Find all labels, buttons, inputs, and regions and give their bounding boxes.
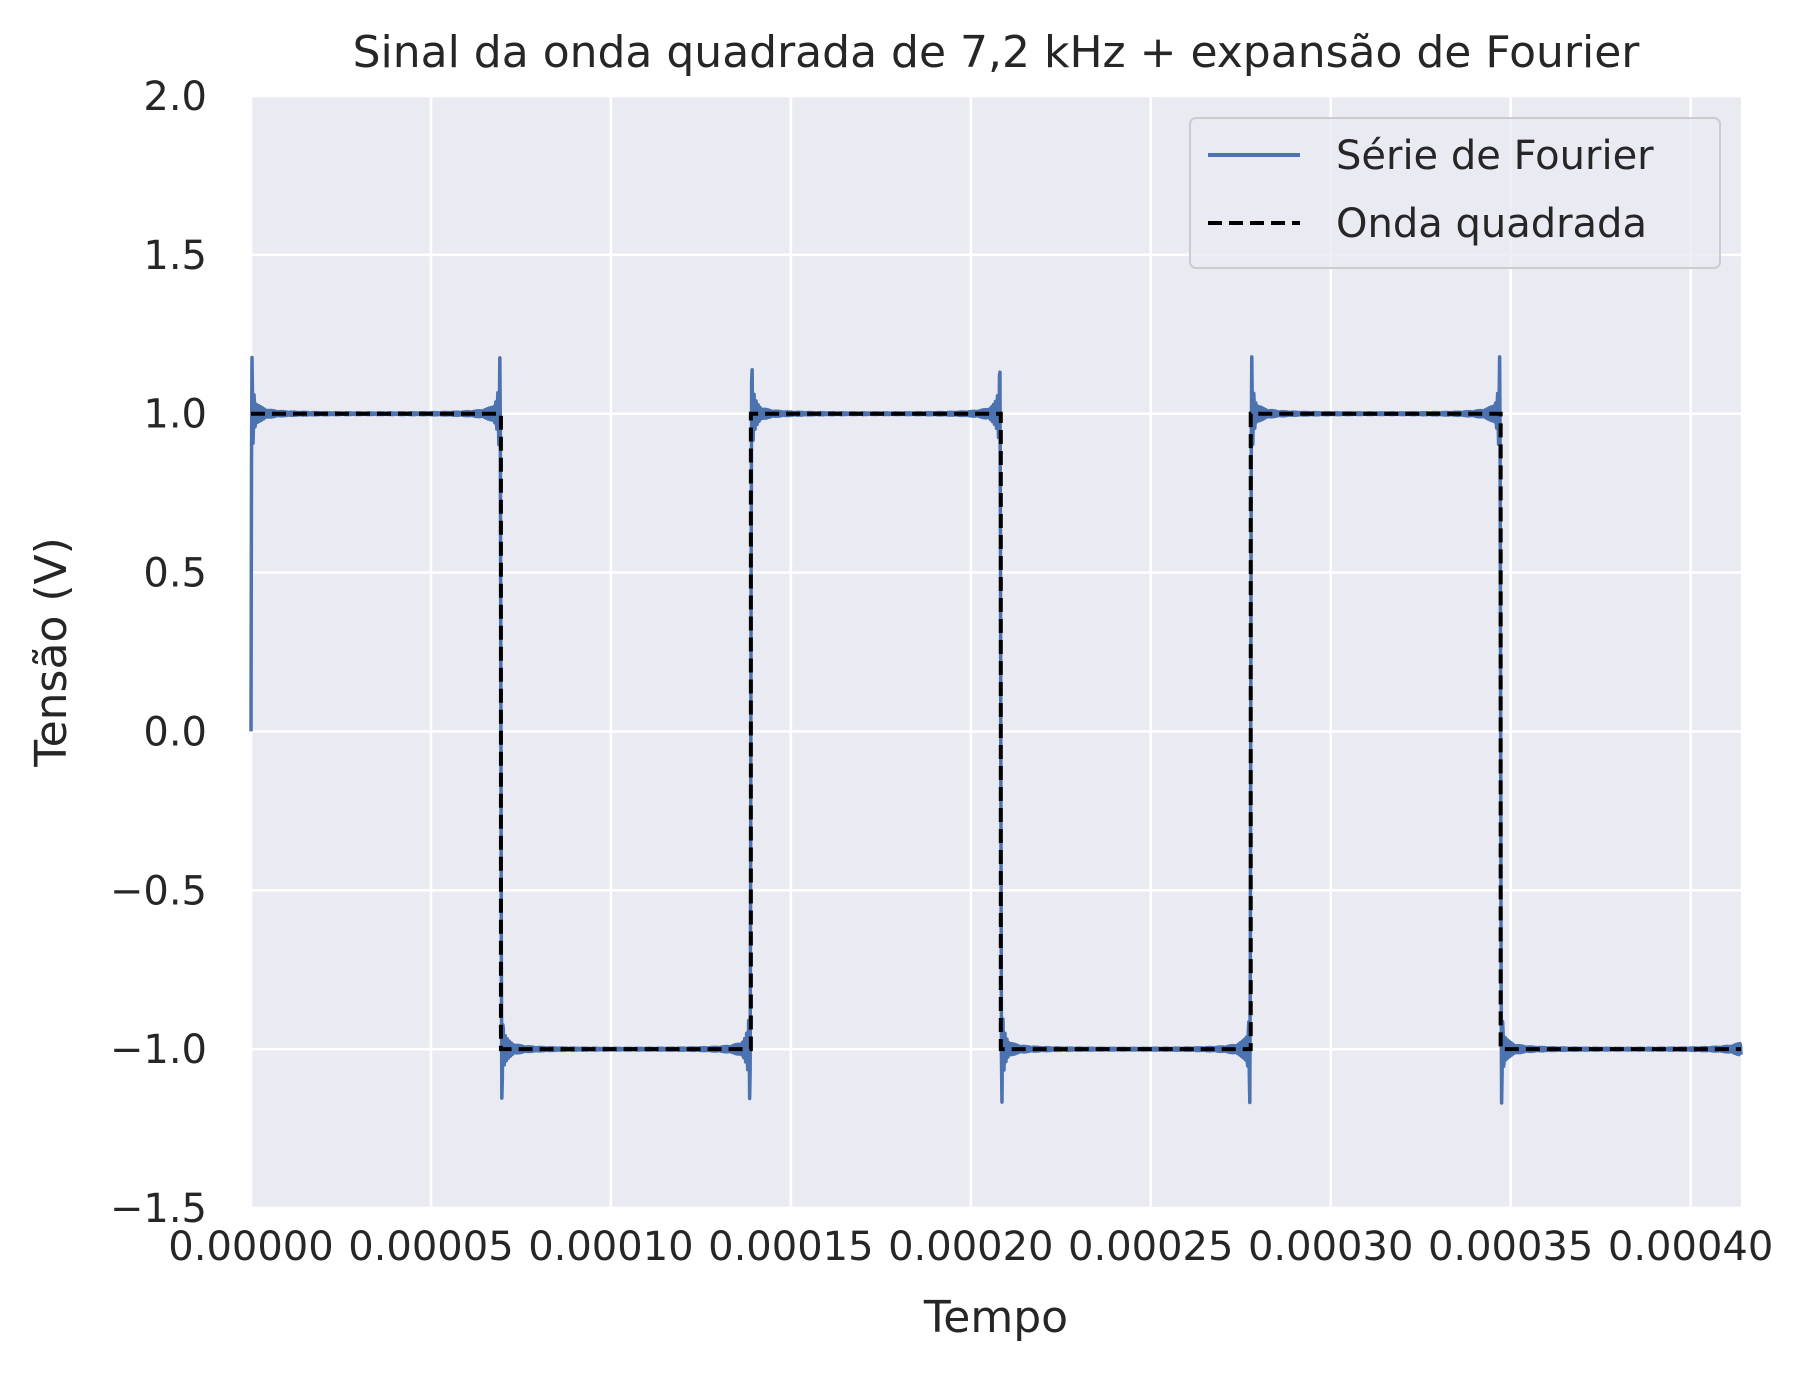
y-tick-labels: −1.5 −1.0 −0.5 0.0 0.5 1.0 1.5 2.0 bbox=[110, 74, 207, 1232]
x-tick-label: 0.00015 bbox=[708, 1224, 873, 1270]
chart-title: Sinal da onda quadrada de 7,2 kHz + expa… bbox=[353, 27, 1641, 78]
y-tick-label: −1.0 bbox=[110, 1027, 207, 1073]
x-tick-label: 0.00005 bbox=[348, 1224, 513, 1270]
x-tick-label: 0.00025 bbox=[1068, 1224, 1233, 1270]
series-fourier-line bbox=[249, 355, 1743, 1105]
y-tick-label: 2.0 bbox=[143, 74, 207, 120]
legend-box bbox=[1189, 117, 1721, 269]
x-tick-label: 0.00035 bbox=[1428, 1224, 1593, 1270]
legend-label-fourier: Série de Fourier bbox=[1336, 133, 1654, 179]
series-layer bbox=[249, 355, 1743, 1105]
x-tick-label: 0.00010 bbox=[528, 1224, 693, 1270]
x-tick-label: 0.00030 bbox=[1248, 1224, 1413, 1270]
y-tick-label: 1.0 bbox=[143, 392, 207, 438]
legend: Série de Fourier Onda quadrada bbox=[1189, 117, 1721, 269]
y-tick-label: −0.5 bbox=[110, 868, 207, 914]
y-tick-label: 0.5 bbox=[143, 551, 207, 597]
x-tick-label: 0.00000 bbox=[168, 1224, 333, 1270]
y-tick-label: 0.0 bbox=[143, 709, 207, 755]
y-tick-label: 1.5 bbox=[143, 233, 207, 279]
legend-label-square: Onda quadrada bbox=[1336, 201, 1647, 247]
x-axis-label: Tempo bbox=[923, 1292, 1068, 1343]
y-tick-label: −1.5 bbox=[110, 1186, 207, 1232]
x-tick-label: 0.00040 bbox=[1608, 1224, 1773, 1270]
x-tick-labels: 0.00000 0.00005 0.00010 0.00015 0.00020 0.000… bbox=[168, 1224, 1773, 1270]
series-square-line bbox=[251, 411, 1741, 1052]
x-tick-label: 0.00020 bbox=[888, 1224, 1053, 1270]
y-axis-label: Tensão (V) bbox=[26, 537, 77, 768]
x-grid bbox=[249, 96, 1692, 1208]
